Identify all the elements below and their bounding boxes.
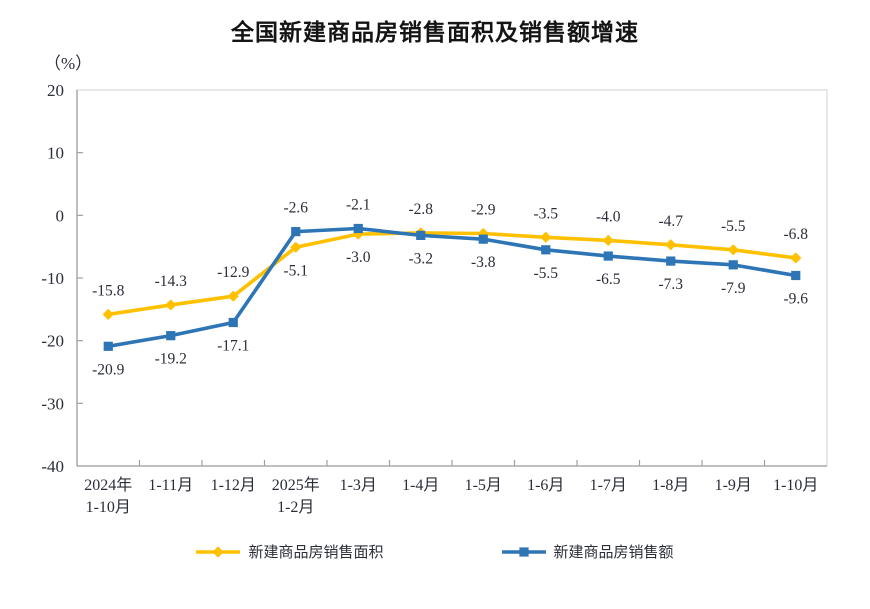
x-tick-label: 1-3月	[340, 477, 377, 494]
x-tick-label: 1-7月	[590, 477, 627, 494]
y-tick-label: -40	[41, 457, 64, 476]
data-labels: -15.8 -20.9 -14.3 -19.2 -12.9 -17.1 -5.1 -2.6 -3…	[92, 196, 808, 378]
data-label: -2.6	[283, 200, 308, 217]
y-tick-label: 0	[56, 206, 65, 225]
data-label: -14.3	[155, 273, 188, 290]
data-label: -3.8	[471, 254, 496, 271]
legend-label-sales-amount: 新建商品房销售额	[553, 545, 674, 561]
x-tick-label: 1-5月	[465, 477, 502, 494]
data-label: -5.5	[533, 265, 558, 282]
legend-square-marker	[518, 546, 529, 557]
data-point-marker	[791, 270, 801, 281]
data-point-marker	[541, 245, 551, 255]
data-label: -9.6	[783, 290, 808, 307]
data-point-marker	[290, 241, 302, 253]
series-1	[103, 223, 801, 351]
data-point-marker	[416, 230, 426, 240]
data-label: -4.7	[658, 213, 683, 230]
y-tick-label: -20	[41, 332, 64, 351]
data-label: -7.3	[658, 276, 683, 293]
data-point-marker	[790, 252, 802, 264]
legend-marker-icon	[196, 545, 241, 558]
x-tick-label: 1-2月	[277, 499, 314, 516]
data-label: -2.9	[471, 202, 496, 219]
legend-item-sales-area: 新建商品房销售面积	[196, 541, 384, 562]
y-tick-label: -10	[41, 269, 64, 288]
legend-label-sales-area: 新建商品房销售面积	[248, 545, 384, 561]
data-label: -3.5	[533, 205, 558, 222]
data-label: -19.2	[155, 351, 187, 368]
data-point-marker	[666, 256, 676, 266]
data-label: -7.9	[721, 280, 746, 297]
legend-item-sales-amount: 新建商品房销售额	[501, 541, 674, 562]
y-tick-label: 20	[47, 81, 64, 100]
data-point-marker	[602, 234, 614, 246]
data-point-marker	[665, 239, 677, 251]
data-label: -3.0	[346, 249, 371, 266]
data-point-marker	[103, 341, 113, 351]
data-label: -5.5	[721, 218, 746, 235]
x-tick-label: 1-4月	[402, 477, 439, 494]
x-tick-label: 1-11月	[148, 477, 193, 494]
series-0	[102, 227, 802, 320]
legend-marker-icon	[501, 546, 546, 557]
data-point-marker	[728, 260, 738, 270]
data-point-marker	[353, 223, 363, 234]
data-point-marker	[727, 244, 739, 256]
data-label: -12.9	[217, 264, 250, 281]
data-point-marker	[603, 251, 613, 261]
y-tick-label: -30	[41, 394, 64, 413]
legend: 新建商品房销售面积 新建商品房销售额	[0, 541, 870, 562]
data-point-marker	[165, 299, 177, 311]
data-point-marker	[228, 317, 238, 328]
data-label: -15.8	[92, 282, 125, 299]
x-tick-label: 1-6月	[527, 477, 564, 494]
legend-diamond-marker	[212, 545, 225, 558]
x-tick-label: 2024年	[84, 476, 132, 494]
data-label: -20.9	[92, 361, 125, 378]
chart-title: 全国新建商品房销售面积及销售额增速	[231, 19, 639, 45]
data-point-marker	[478, 234, 488, 244]
plot-border	[76, 89, 828, 467]
y-axis: 20 10 0 -10 -20 -30 -40	[41, 81, 83, 476]
data-label: -2.8	[408, 201, 433, 218]
data-point-marker	[291, 227, 301, 237]
y-axis-unit-label: （%）	[44, 54, 93, 73]
x-tick-label: 1-12月	[211, 477, 256, 494]
y-tick-label: 10	[47, 144, 64, 163]
data-label: -3.2	[408, 250, 433, 267]
data-label: -5.1	[283, 262, 308, 279]
series-line	[106, 231, 798, 317]
sales-area-line-icon	[196, 545, 241, 559]
data-label: -4.0	[596, 208, 621, 225]
x-axis: 2024年 1-10月 1-11月 1-12月 2025年 1-2月 1-3月 1-4月 1-5…	[84, 460, 818, 516]
data-label: -17.1	[217, 337, 249, 354]
x-tick-label: 1-10月	[773, 477, 818, 494]
data-label: -6.5	[596, 271, 621, 288]
data-point-marker	[227, 290, 239, 302]
data-point-marker	[540, 231, 552, 243]
data-point-marker	[166, 331, 176, 341]
series-line	[106, 226, 798, 349]
axes	[76, 90, 827, 467]
x-tick-label: 1-9月	[715, 477, 752, 494]
data-label: -6.8	[783, 226, 808, 243]
data-label: -2.1	[346, 196, 371, 213]
x-tick-label: 1-8月	[652, 477, 689, 494]
sales-amount-line-icon	[501, 545, 546, 559]
data-point-marker	[102, 308, 114, 320]
x-tick-label: 2025年	[272, 476, 320, 494]
x-tick-label: 1-10月	[86, 499, 131, 516]
